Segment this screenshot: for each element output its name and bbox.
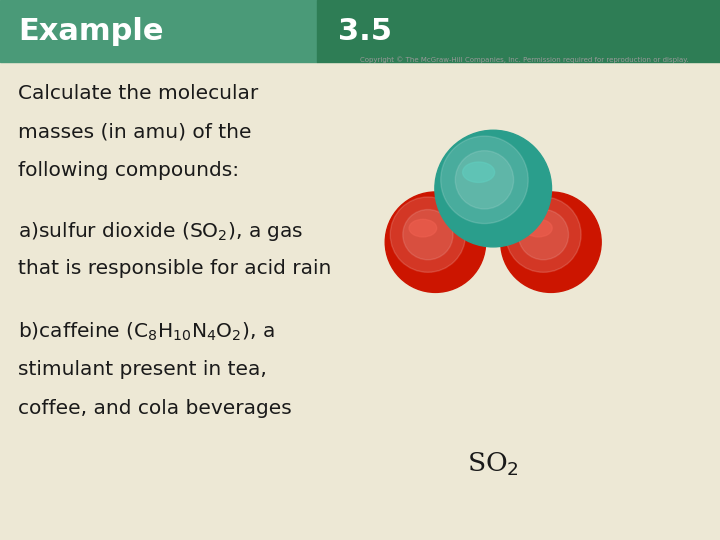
Bar <box>0 0 317 62</box>
Text: that is responsible for acid rain: that is responsible for acid rain <box>18 259 331 278</box>
Ellipse shape <box>435 130 552 247</box>
Ellipse shape <box>500 192 601 292</box>
Ellipse shape <box>402 210 453 260</box>
Text: stimulant present in tea,: stimulant present in tea, <box>18 360 267 379</box>
Text: following compounds:: following compounds: <box>18 161 239 180</box>
Ellipse shape <box>441 136 528 224</box>
Ellipse shape <box>390 197 466 272</box>
Ellipse shape <box>505 197 581 272</box>
Ellipse shape <box>518 210 569 260</box>
Text: SO$_2$: SO$_2$ <box>467 450 519 478</box>
Ellipse shape <box>462 162 495 183</box>
Text: Example: Example <box>18 17 163 45</box>
Text: a)sulfur dioxide (SO$_2$), a gas: a)sulfur dioxide (SO$_2$), a gas <box>18 220 303 243</box>
Text: b)caffeine (C$_8$H$_{10}$N$_4$O$_2$), a: b)caffeine (C$_8$H$_{10}$N$_4$O$_2$), a <box>18 321 274 343</box>
Text: 3.5: 3.5 <box>338 17 392 45</box>
Text: Calculate the molecular: Calculate the molecular <box>18 84 258 103</box>
Text: Copyright © The McGraw-Hill Companies, Inc. Permission required for reproduction: Copyright © The McGraw-Hill Companies, I… <box>360 57 688 63</box>
Ellipse shape <box>385 192 486 292</box>
Text: coffee, and cola beverages: coffee, and cola beverages <box>18 399 292 417</box>
Text: masses (in amu) of the: masses (in amu) of the <box>18 123 251 141</box>
Ellipse shape <box>455 151 513 209</box>
Ellipse shape <box>409 219 437 237</box>
Bar <box>317 0 720 62</box>
Ellipse shape <box>525 219 552 237</box>
